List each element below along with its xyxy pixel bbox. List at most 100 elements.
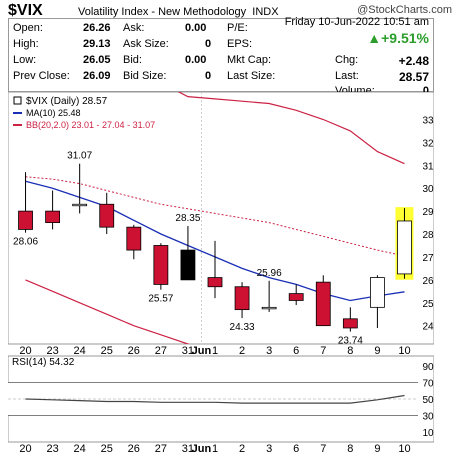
price-data-label: 31.07	[67, 151, 92, 162]
y-tick-label: 30	[422, 184, 434, 195]
rsi-tick-label: 90	[422, 362, 434, 373]
candle-body	[180, 249, 196, 281]
x-tick-label: 8	[347, 345, 353, 357]
x-tick-label: 27	[155, 443, 167, 454]
x-tick-label: 7	[320, 345, 326, 357]
y-tick-label: 28	[422, 230, 434, 241]
candle-body	[397, 220, 412, 275]
x-tick-label: 7	[320, 443, 326, 454]
y-tick-label: 25	[422, 299, 434, 310]
legend-main: $VIX (Daily) 28.57	[26, 96, 108, 107]
rsi-tick-label: 10	[422, 428, 434, 439]
price-data-label: 28.35	[175, 213, 200, 224]
open-value: 26.26	[83, 22, 111, 34]
x-tick-label: 26	[128, 345, 140, 357]
pe-label: P/E:	[227, 22, 248, 34]
x-tick-label: 31	[182, 443, 194, 454]
legend-rsi: RSI(14) 54.32	[12, 357, 75, 368]
bid-label: Bid:	[123, 54, 142, 66]
candle-body	[315, 281, 331, 327]
y-tick-label: 24	[422, 322, 434, 333]
candle-body	[18, 210, 33, 230]
price-data-label: 25.57	[148, 294, 173, 305]
rsi-tick-label: 50	[422, 395, 434, 406]
candle-body	[153, 245, 169, 285]
legend-ma: MA(10) 25.48	[26, 108, 81, 118]
month-label: Jun	[192, 443, 212, 454]
x-tick-label: 25	[101, 345, 113, 357]
month-label: Jun	[192, 345, 212, 357]
bb-middle-line	[25, 176, 405, 257]
price-data-label: 24.33	[230, 322, 255, 333]
x-tick-label: 23	[46, 443, 58, 454]
x-tick-label: 24	[74, 345, 86, 357]
x-tick-label: 9	[374, 345, 380, 357]
up-triangle-icon: ▲	[367, 30, 382, 46]
x-tick-label: 25	[101, 443, 113, 454]
quote-panel: Open: 26.26 High: 29.13 Low: 26.05 Prev …	[8, 16, 434, 97]
eps-label: EPS:	[227, 38, 253, 50]
chg-value: +2.48	[398, 54, 429, 68]
x-tick-label: 24	[74, 443, 86, 454]
volume-value: 0	[422, 85, 429, 97]
y-tick-label: 31	[422, 161, 434, 172]
high-label: High:	[13, 38, 39, 50]
watermark: @StockCharts.com	[357, 4, 452, 16]
price-data-label: 23.74	[338, 336, 363, 347]
rsi-tick-label: 30	[422, 411, 434, 422]
last-label: Last:	[335, 70, 359, 82]
candle-body	[288, 293, 304, 301]
prev-close-value: 26.09	[83, 70, 111, 82]
x-tick-label: 20	[19, 443, 31, 454]
bb-lower-line	[25, 279, 191, 344]
bid-size-value: 0	[205, 70, 212, 82]
candle-body	[45, 210, 60, 223]
bid-size-label: Bid Size:	[123, 70, 167, 82]
x-tick-label: 1	[212, 443, 218, 454]
candle-body	[234, 286, 250, 311]
candle-legend-icon	[13, 96, 22, 105]
x-tick-label: 6	[293, 345, 299, 357]
rsi-line	[25, 394, 405, 404]
datetime: Friday 10-Jun-2022 10:51 am	[284, 16, 429, 28]
price-data-label: 28.06	[13, 237, 38, 248]
x-tick-label: 27	[155, 345, 167, 357]
x-tick-label: 31	[182, 345, 194, 357]
y-tick-label: 32	[422, 138, 434, 149]
candle-body	[261, 306, 277, 310]
price-data-label: 25.96	[257, 268, 282, 279]
bid-value: 0.00	[185, 54, 207, 66]
x-tick-label: 8	[347, 443, 353, 454]
candle-body	[369, 277, 385, 308]
chg-label: Chg:	[335, 54, 359, 66]
x-tick-label: 3	[266, 443, 272, 454]
candle-body	[342, 318, 358, 329]
x-tick-label: 1	[212, 345, 218, 357]
symbol: $VIX	[8, 2, 43, 19]
x-tick-label: 2	[239, 443, 245, 454]
chart-legend: $VIX (Daily) 28.57 MA(10) 25.48 BB(20,2.…	[10, 94, 168, 134]
ask-size-label: Ask Size:	[123, 38, 169, 50]
x-tick-label: 3	[266, 345, 272, 357]
y-tick-label: 26	[422, 276, 434, 287]
ask-value: 0.00	[185, 22, 207, 34]
last-size-label: Last Size:	[227, 70, 276, 82]
mkt-cap-label: Mkt Cap:	[227, 54, 272, 66]
low-value: 26.05	[83, 54, 111, 66]
open-label: Open:	[13, 22, 43, 34]
y-tick-label: 27	[422, 253, 434, 264]
legend-bb: BB(20,2.0) 23.01 - 27.04 - 31.07	[26, 120, 155, 130]
prev-close-label: Prev Close:	[13, 70, 70, 82]
exchange: INDX	[252, 6, 279, 18]
change-percent: ▲+9.51%	[367, 30, 429, 46]
x-tick-label: 10	[398, 345, 410, 357]
candle-body	[99, 203, 115, 228]
x-tick-label: 9	[374, 443, 380, 454]
y-tick-label: 29	[422, 207, 434, 218]
x-tick-label: 6	[293, 443, 299, 454]
candle-body	[126, 226, 142, 251]
rsi-tick-label: 70	[422, 379, 434, 390]
x-tick-label: 23	[46, 345, 58, 357]
bb-upper-line	[177, 92, 405, 165]
